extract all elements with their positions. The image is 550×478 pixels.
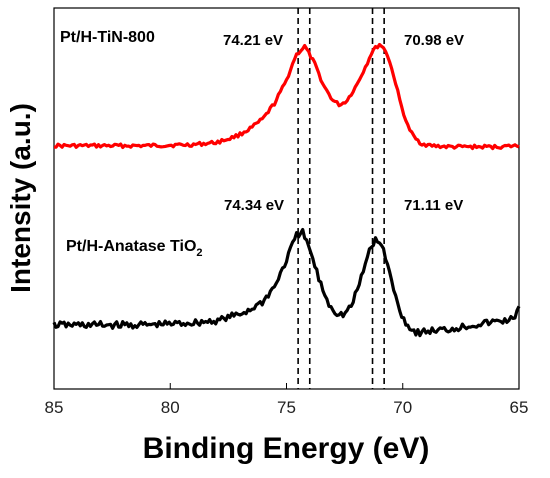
y-axis-title: Intensity (a.u.) (5, 103, 36, 293)
x-axis-title: Binding Energy (eV) (143, 432, 430, 465)
peak-label-anatase-1: 74.34 eV (224, 197, 284, 214)
peak-label-anatase-2: 71.11 eV (404, 197, 463, 214)
series-layer (52, 42, 521, 338)
series-label-tin: Pt/H-TiN-800 (60, 29, 155, 46)
x-axis-ticks: 85 80 75 70 65 (45, 383, 529, 417)
x-tick-label-2: 80 (161, 398, 180, 417)
peak-label-tin-2: 70.98 eV (404, 32, 464, 49)
series-label-anatase-main: Pt/H-Anatase TiO (66, 238, 196, 255)
series-label-anatase: Pt/H-Anatase TiO2 (66, 238, 203, 259)
peak-label-tin-1: 74.21 eV (223, 32, 283, 49)
x-tick-label-5: 65 (510, 398, 529, 417)
x-tick-label-3: 75 (277, 398, 296, 417)
series-line-1 (53, 42, 520, 151)
x-tick-label-4: 70 (393, 398, 412, 417)
reference-lines (297, 8, 385, 389)
series-label-anatase-subscript: 2 (196, 247, 202, 259)
x-tick-label-1: 85 (45, 398, 64, 417)
series-line-2 (52, 227, 521, 338)
